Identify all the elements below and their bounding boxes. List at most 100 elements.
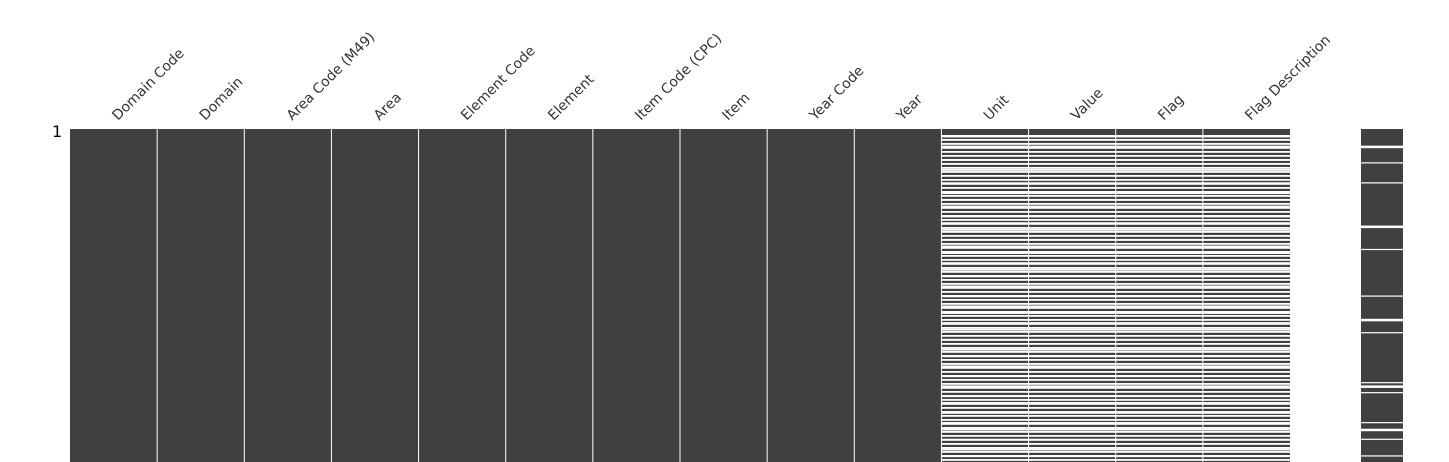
missing-row <box>1202 375 1290 378</box>
missing-row <box>1115 207 1203 209</box>
missing-row <box>1028 163 1116 165</box>
column-labels: Domain Code Domain Area Code (M49)Area Elem… <box>109 29 1333 124</box>
missing-row <box>1115 365 1203 368</box>
missing-row <box>1028 171 1116 173</box>
missing-row <box>1028 355 1116 358</box>
missing-row <box>1115 399 1203 401</box>
missing-row <box>1202 158 1290 161</box>
missing-row <box>1202 155 1290 157</box>
missing-row <box>1115 383 1203 385</box>
missing-row <box>941 407 1029 409</box>
missing-row <box>1202 231 1290 233</box>
missing-row <box>1028 267 1116 269</box>
missing-row <box>941 252 1029 255</box>
missing-row <box>1202 135 1290 138</box>
missing-row <box>1028 347 1116 349</box>
missing-row <box>1202 168 1290 171</box>
missing-row <box>1028 315 1116 317</box>
missing-row <box>941 147 1029 149</box>
missing-row <box>1202 187 1290 189</box>
missing-row <box>941 182 1029 185</box>
missing-row <box>1115 247 1203 249</box>
missing-row <box>941 363 1029 365</box>
missing-row <box>1202 315 1290 317</box>
missing-row <box>1115 307 1203 309</box>
sparkline-mark <box>1361 428 1403 432</box>
missing-row <box>941 262 1029 264</box>
column-label-domain: Domain <box>197 74 247 124</box>
missing-row <box>1202 343 1290 345</box>
missing-row <box>1115 443 1203 445</box>
missing-row <box>941 365 1029 368</box>
missing-row <box>1028 195 1116 197</box>
missing-row <box>1028 428 1116 431</box>
missing-row <box>941 295 1029 298</box>
missing-row <box>1202 203 1290 205</box>
missing-row <box>1028 275 1116 278</box>
missing-row <box>941 267 1029 269</box>
missing-row <box>941 399 1029 401</box>
missing-row <box>941 291 1029 293</box>
missing-row <box>1202 195 1290 197</box>
missing-row <box>941 367 1029 369</box>
missing-row <box>1115 315 1203 317</box>
missing-row <box>1115 343 1203 345</box>
missing-row <box>1115 285 1203 288</box>
missing-row <box>1202 247 1290 249</box>
sparkline-mark <box>1361 182 1403 184</box>
missing-row <box>1202 365 1290 368</box>
missing-row <box>941 338 1029 341</box>
column-area <box>331 129 419 462</box>
missing-row <box>1202 411 1290 413</box>
missing-row <box>1028 252 1116 255</box>
missing-row <box>1202 423 1290 425</box>
missing-row <box>1028 145 1116 148</box>
missing-row <box>1115 268 1203 271</box>
missing-row <box>1202 367 1290 369</box>
missing-row <box>941 327 1029 329</box>
missing-row <box>1028 351 1116 353</box>
missing-row <box>941 359 1029 361</box>
missing-row <box>1028 299 1116 301</box>
missing-row <box>941 447 1029 449</box>
missing-row <box>1115 331 1203 333</box>
missing-row <box>1202 407 1290 409</box>
missing-row <box>1115 319 1203 321</box>
missing-row <box>1115 245 1203 248</box>
missing-row <box>1115 415 1203 417</box>
missing-row <box>1028 319 1116 321</box>
missing-row <box>1028 305 1116 308</box>
missing-row <box>1028 228 1116 231</box>
missing-row <box>941 158 1029 161</box>
missing-row <box>1115 235 1203 237</box>
missing-row <box>1028 312 1116 314</box>
missing-row <box>1202 255 1290 257</box>
missing-row <box>1028 335 1116 337</box>
missing-row <box>1202 431 1290 433</box>
sparkline-mark <box>1361 295 1403 297</box>
missing-row <box>941 307 1029 309</box>
missing-row <box>1202 428 1290 431</box>
missing-row <box>1115 167 1203 169</box>
missing-row <box>1115 407 1203 409</box>
missing-row <box>1028 371 1116 373</box>
missing-row <box>1115 179 1203 181</box>
missing-row <box>1202 403 1290 405</box>
missing-row <box>1202 359 1290 361</box>
missing-row <box>941 428 1029 431</box>
missing-row <box>941 391 1029 393</box>
missing-row <box>1115 327 1203 329</box>
missing-row <box>1202 215 1290 218</box>
missing-row <box>1115 291 1203 293</box>
missing-row <box>1028 455 1116 458</box>
sparkline-mark <box>1361 422 1403 424</box>
missing-row <box>1202 139 1290 141</box>
missing-row <box>941 171 1029 173</box>
missing-row <box>1115 363 1203 365</box>
missing-row <box>1202 238 1290 241</box>
missing-row <box>1202 227 1290 229</box>
missing-row <box>941 243 1029 245</box>
missing-row <box>1028 427 1116 429</box>
missing-row <box>941 155 1029 157</box>
